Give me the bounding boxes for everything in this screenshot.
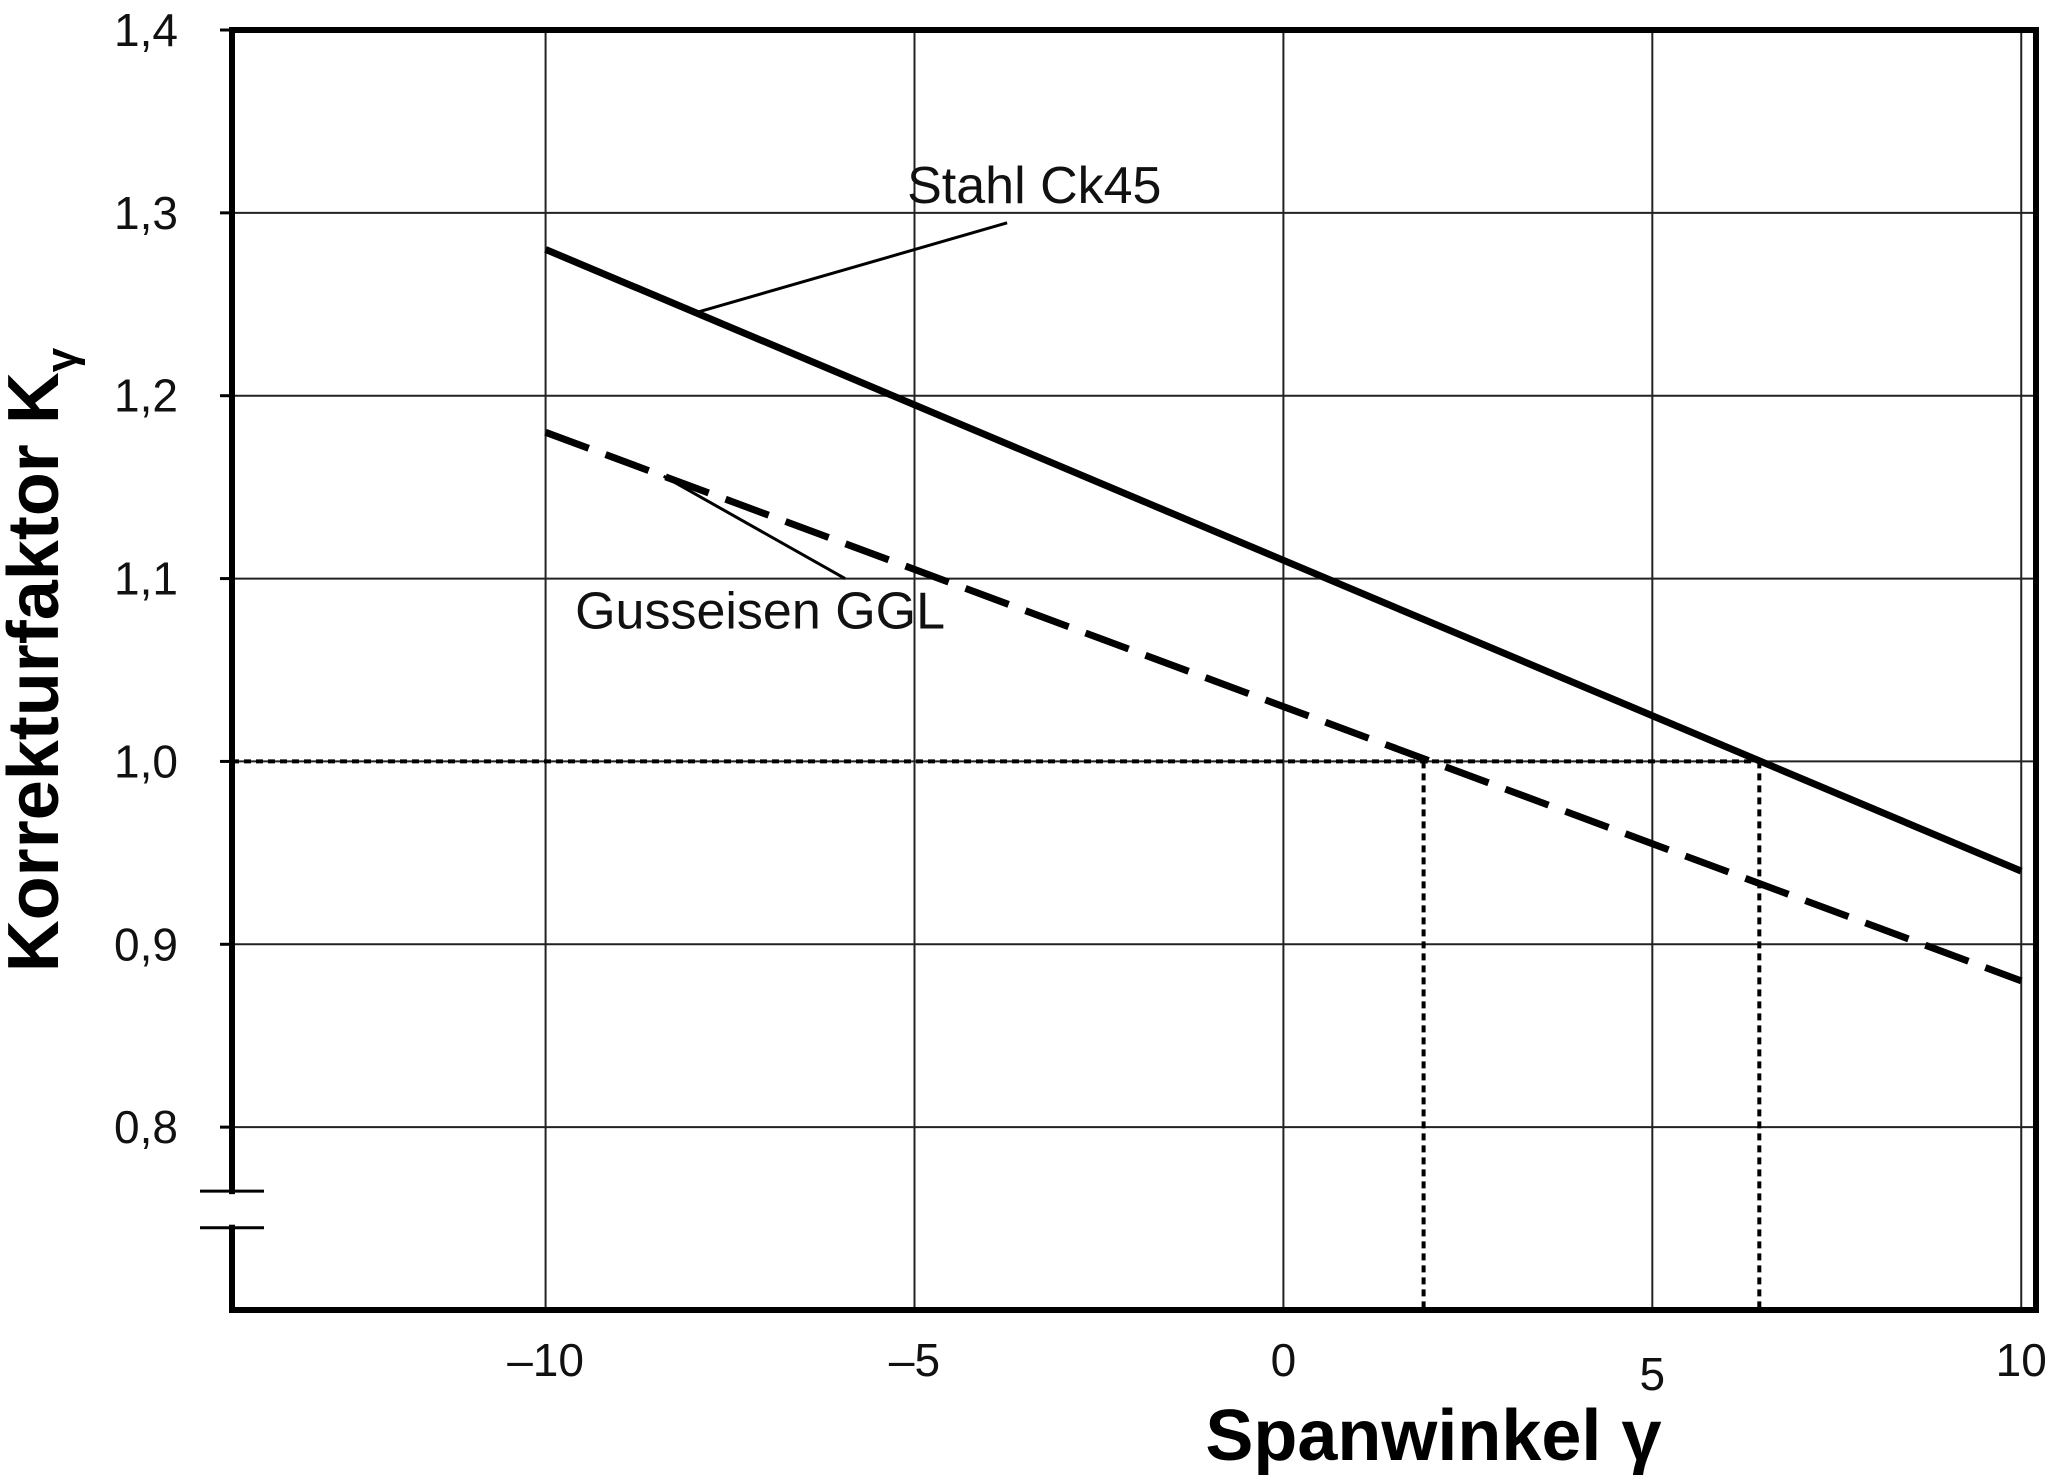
annotation-label: Gusseisen GGL — [575, 583, 945, 641]
y-tick-label: 1,2 — [114, 370, 178, 422]
y-tick-label: 1,1 — [114, 553, 178, 605]
y-axis-title-subscript: γ — [37, 347, 86, 372]
y-tick-label: 0,8 — [114, 1101, 178, 1153]
annotations: Stahl Ck45 Gusseisen GGL — [575, 157, 1161, 641]
x-tick-label: 0 — [1271, 1334, 1297, 1386]
reference-lines — [232, 759, 1762, 1310]
annotation-leader-line — [662, 474, 846, 580]
axis-break-mark — [200, 1189, 264, 1230]
annotation-label: Stahl Ck45 — [907, 157, 1161, 215]
plot-frame — [229, 27, 2039, 1313]
y-tick-label: 1,0 — [114, 735, 178, 787]
series-line-2 — [544, 429, 2023, 985]
y-axis-title: Korrekturfaktor Kγ — [0, 347, 86, 972]
annotation-leader-line — [692, 221, 1008, 315]
series-lines — [544, 246, 2023, 985]
x-tick-labels: –10 –5 0 5 10 — [507, 1334, 2047, 1400]
x-tick-label: 5 — [1640, 1348, 1666, 1400]
annotation-leaders — [662, 221, 1008, 580]
grid — [232, 30, 2036, 1310]
y-tick-label: 1,3 — [114, 187, 178, 239]
axis-break-gap — [226, 1194, 238, 1225]
y-tick-labels: 1,4 1,3 1,2 1,1 1,0 0,9 0,8 — [114, 4, 232, 1153]
y-axis-title-main: Korrekturfaktor K — [0, 372, 74, 972]
series-line-1 — [544, 246, 2023, 875]
x-tick-label: 10 — [1996, 1334, 2047, 1386]
y-tick-label: 0,9 — [114, 918, 178, 970]
x-axis-title: Spanwinkel γ — [1205, 1396, 1661, 1476]
x-tick-label: –10 — [507, 1334, 584, 1386]
y-tick-label: 1,4 — [114, 4, 178, 56]
x-tick-label: –5 — [889, 1334, 940, 1386]
